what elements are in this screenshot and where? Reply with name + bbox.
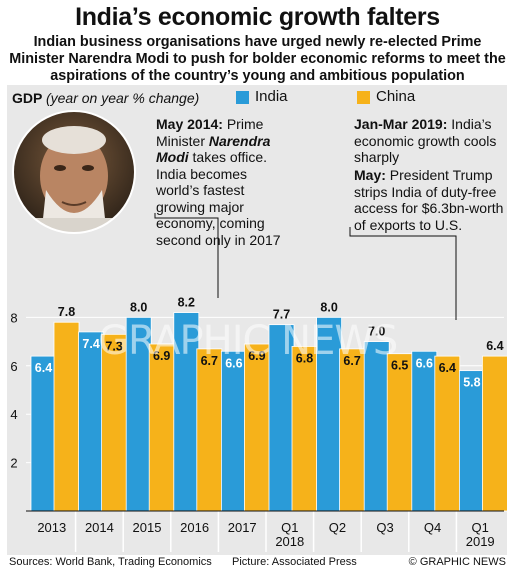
bar-china bbox=[386, 353, 413, 512]
data-label-india: 8.0 bbox=[130, 300, 147, 314]
bar-china bbox=[243, 343, 270, 512]
annotation-may-2014-text1: Prime Minister bbox=[156, 116, 264, 149]
data-label-china: 6.7 bbox=[201, 354, 218, 368]
annotation-may-trump: May: President Trump strips India of dut… bbox=[354, 167, 504, 233]
bar-china bbox=[339, 348, 366, 512]
data-label-india: 6.4 bbox=[35, 361, 52, 375]
bar-india bbox=[78, 331, 104, 512]
data-label-india: 7.4 bbox=[82, 337, 99, 351]
data-label-india: 7.0 bbox=[368, 325, 385, 339]
bar-china bbox=[53, 321, 80, 512]
x-tick-label: 2019 bbox=[466, 534, 495, 549]
x-tick-label: Q4 bbox=[424, 520, 441, 535]
bar-india bbox=[316, 316, 343, 512]
bar-india bbox=[363, 341, 390, 512]
bar-china bbox=[434, 355, 461, 512]
annotation-jan-mar-head: Jan-Mar 2019: bbox=[354, 116, 448, 132]
gdp-label-text: GDP bbox=[12, 90, 43, 106]
data-label-china: 6.8 bbox=[296, 351, 313, 365]
x-tick-label: Q1 bbox=[281, 520, 298, 535]
data-label-china: 6.7 bbox=[343, 354, 360, 368]
bar-india bbox=[268, 324, 295, 512]
x-tick-label: Q3 bbox=[376, 520, 393, 535]
data-label-china: 6.5 bbox=[391, 359, 408, 373]
data-label-china: 6.4 bbox=[439, 361, 456, 375]
y-tick-label: 6 bbox=[10, 359, 17, 374]
x-tick-label: 2016 bbox=[180, 520, 209, 535]
y-tick-label: 4 bbox=[10, 407, 17, 422]
bar-india bbox=[411, 350, 438, 512]
y-tick-label: 2 bbox=[10, 456, 17, 471]
x-tick-label: Q1 bbox=[472, 520, 489, 535]
legend-label-china: China bbox=[376, 88, 416, 105]
picture-credit: Picture: Associated Press bbox=[232, 556, 357, 568]
x-tick-label: 2017 bbox=[228, 520, 257, 535]
legend-label-india: India bbox=[255, 88, 288, 105]
bar-india bbox=[220, 350, 247, 512]
data-label-india: 8.2 bbox=[178, 296, 195, 310]
watermark: GRAPHIC NEWS bbox=[98, 318, 398, 364]
bar-india bbox=[458, 370, 485, 512]
bar-india bbox=[30, 355, 57, 512]
bar-china bbox=[291, 346, 318, 512]
annotation-leader-may-2014 bbox=[154, 213, 219, 298]
annotation-may-2014-head: May 2014: bbox=[156, 116, 223, 132]
data-label-india: 5.8 bbox=[463, 376, 480, 390]
portrait-photo bbox=[12, 110, 136, 234]
chart-title: India’s economic growth falters bbox=[75, 3, 440, 31]
annotation-jan-mar-text: India’s economic growth cools sharply bbox=[354, 116, 497, 165]
copyright: © GRAPHIC NEWS bbox=[408, 556, 506, 568]
data-label-india: 6.6 bbox=[225, 356, 242, 370]
data-label-china: 6.9 bbox=[248, 349, 265, 363]
data-label-india: 7.7 bbox=[273, 308, 290, 322]
annotation-jan-mar-2019: Jan-Mar 2019: India’s economic growth co… bbox=[354, 116, 502, 166]
legend-swatch-india bbox=[236, 91, 249, 104]
bar-india bbox=[173, 312, 200, 512]
data-label-china: 7.3 bbox=[105, 339, 122, 353]
annotation-may-2014-text2: takes office. India becomes world’s fast… bbox=[156, 149, 281, 248]
data-label-india: 8.0 bbox=[320, 300, 337, 314]
x-tick-label: 2013 bbox=[37, 520, 66, 535]
x-tick-label: Q2 bbox=[329, 520, 346, 535]
annotation-may-2014-name: Narendra Modi bbox=[156, 132, 271, 166]
chart-subtitle: Indian business organisations have urged… bbox=[9, 34, 506, 84]
sources: Sources: World Bank, Trading Economics bbox=[9, 556, 212, 568]
bar-india bbox=[125, 316, 152, 512]
data-label-china: 7.8 bbox=[58, 305, 75, 319]
x-tick-label: 2014 bbox=[85, 520, 114, 535]
data-label-india: 6.6 bbox=[416, 356, 433, 370]
data-label-china: 6.9 bbox=[153, 349, 170, 363]
x-tick-label: 2018 bbox=[275, 534, 304, 549]
y-tick-label: 8 bbox=[10, 310, 17, 325]
bar-china bbox=[148, 343, 175, 512]
gdp-label: GDP (year on year % change) bbox=[12, 90, 199, 106]
bar-china bbox=[481, 355, 508, 512]
gdp-sublabel: (year on year % change) bbox=[45, 90, 200, 106]
annotation-may-head: May: bbox=[354, 167, 386, 183]
annotation-leader-may-trump bbox=[349, 227, 457, 320]
data-label-china: 6.4 bbox=[486, 339, 503, 353]
annotation-may-2014: May 2014: Prime Minister Narendra Modi t… bbox=[156, 116, 288, 248]
bar-china bbox=[196, 348, 223, 512]
legend-swatch-china bbox=[357, 91, 370, 104]
x-tick-label: 2015 bbox=[133, 520, 162, 535]
annotation-may-text: President Trump strips India of duty-fre… bbox=[354, 167, 504, 233]
